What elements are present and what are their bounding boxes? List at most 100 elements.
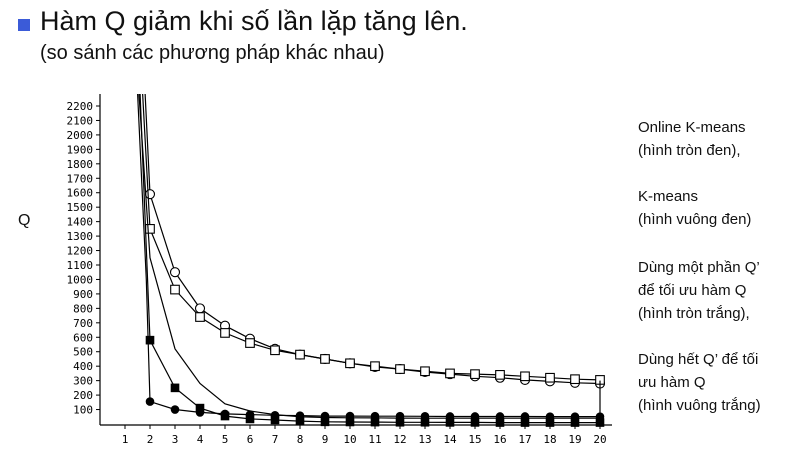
y-tick-label: 600	[73, 331, 93, 344]
legend-line: ưu hàm Q	[638, 374, 706, 391]
y-tick-label: 900	[73, 288, 93, 301]
data-point	[145, 335, 155, 345]
data-point	[220, 328, 230, 338]
data-point	[395, 417, 405, 427]
data-point	[445, 418, 455, 427]
data-point	[320, 417, 330, 427]
data-point	[370, 417, 380, 427]
legend-item-partial-q: Dùng một phần Q’ để tối ưu hàm Q (hình t…	[638, 256, 803, 325]
y-tick-label: 2000	[67, 129, 94, 142]
slide-title: Hàm Q giảm khi số lần lặp tăng lên.	[40, 6, 468, 36]
data-point	[194, 303, 206, 314]
legend-line: để tối ưu hàm Q	[638, 282, 747, 299]
series-line-3	[142, 94, 601, 381]
x-tick-label: 10	[343, 433, 356, 446]
legend-line: (hình vuông đen)	[638, 211, 752, 228]
x-tick-label: 6	[247, 433, 254, 446]
data-point	[295, 416, 305, 426]
x-tick-label: 14	[443, 433, 457, 446]
data-point	[195, 403, 205, 413]
y-tick-label: 700	[73, 317, 93, 330]
data-point	[245, 338, 255, 348]
data-point	[570, 418, 580, 427]
data-point	[170, 284, 180, 295]
y-tick-label: 1200	[67, 245, 94, 258]
x-tick-label: 7	[272, 433, 279, 446]
data-point	[245, 414, 255, 424]
y-tick-label: 800	[73, 302, 93, 315]
legend-line: Dùng một phần Q’	[638, 259, 760, 276]
x-tick-label: 20	[593, 433, 606, 446]
x-tick-label: 16	[493, 433, 506, 446]
legend-item-full-q: Dùng hết Q’ để tối ưu hàm Q (hình vuông …	[638, 348, 803, 417]
data-point	[144, 189, 156, 200]
x-tick-label: 8	[297, 433, 304, 446]
legend-line: (hình vuông trắng)	[638, 397, 761, 414]
y-tick-label: 500	[73, 346, 93, 359]
y-tick-label: 1700	[67, 172, 94, 185]
data-point	[520, 371, 530, 382]
data-point	[545, 372, 555, 383]
data-point	[470, 418, 480, 427]
data-point	[169, 267, 181, 278]
legend-line: (hình tròn đen),	[638, 142, 741, 159]
data-point	[545, 418, 555, 427]
series-line-1	[139, 94, 600, 424]
y-tick-label: 1000	[67, 273, 94, 286]
data-point	[270, 415, 280, 425]
y-tick-label: 100	[73, 404, 93, 417]
y-tick-label: 400	[73, 360, 93, 373]
legend-line: K-means	[638, 188, 699, 205]
title-bullet	[18, 19, 30, 31]
y-tick-label: 2100	[67, 114, 94, 127]
y-tick-label: 1800	[67, 158, 94, 171]
data-point	[345, 358, 355, 369]
x-tick-label: 12	[393, 433, 406, 446]
data-point	[470, 369, 480, 379]
x-tick-label: 19	[568, 433, 581, 446]
x-tick-label: 15	[468, 433, 481, 446]
legend-line: Online K-means	[638, 119, 746, 136]
y-tick-label: 1500	[67, 201, 94, 214]
x-tick-label: 5	[222, 433, 229, 446]
series-line-2	[144, 94, 601, 385]
y-tick-label: 300	[73, 375, 93, 388]
y-tick-label: 2200	[67, 100, 94, 113]
x-tick-label: 2	[147, 433, 154, 446]
x-tick-label: 18	[543, 433, 556, 446]
x-tick-label: 9	[322, 433, 329, 446]
x-tick-label: 11	[368, 433, 381, 446]
y-tick-label: 1900	[67, 143, 94, 156]
data-point	[170, 383, 180, 393]
data-point	[495, 418, 505, 427]
slide-subtitle: (so sánh các phương pháp khác nhau)	[40, 42, 385, 64]
legend-item-online-kmeans: Online K-means (hình tròn đen),	[638, 116, 803, 162]
data-point	[570, 374, 580, 385]
data-point	[195, 312, 205, 322]
legend-line: Dùng hết Q’ để tối	[638, 351, 759, 368]
y-tick-label: 1400	[67, 216, 94, 229]
data-point	[220, 411, 230, 421]
x-tick-label: 4	[197, 433, 204, 446]
data-point	[345, 417, 355, 427]
data-point	[320, 354, 330, 364]
y-tick-label: 1300	[67, 230, 94, 243]
x-tick-label: 17	[518, 433, 531, 446]
x-tick-label: 3	[172, 433, 179, 446]
legend-line: (hình tròn trắng),	[638, 305, 750, 322]
data-point	[370, 361, 380, 372]
y-axis-label: Q	[18, 212, 31, 229]
y-tick-label: 1100	[67, 259, 94, 272]
legend-item-kmeans: K-means (hình vuông đen)	[638, 185, 803, 231]
series-line-4	[138, 94, 600, 419]
x-tick-label: 13	[418, 433, 431, 446]
x-tick-label: 1	[122, 433, 129, 446]
data-point	[270, 345, 280, 356]
data-point	[145, 224, 155, 234]
data-point	[420, 417, 430, 427]
series-line-0	[137, 94, 600, 418]
data-point	[170, 405, 180, 414]
data-point	[145, 397, 155, 406]
y-tick-label: 1600	[67, 187, 94, 200]
